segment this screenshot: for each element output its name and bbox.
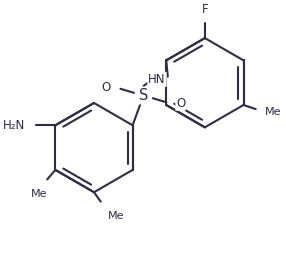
Text: Me: Me	[108, 211, 124, 221]
Text: Me: Me	[265, 107, 282, 117]
Text: S: S	[139, 88, 148, 103]
Text: O: O	[176, 97, 185, 110]
Text: Me: Me	[31, 189, 47, 199]
Text: F: F	[202, 4, 208, 17]
Text: O: O	[102, 81, 111, 94]
Text: HN: HN	[148, 73, 166, 86]
Text: H₂N: H₂N	[3, 119, 26, 132]
